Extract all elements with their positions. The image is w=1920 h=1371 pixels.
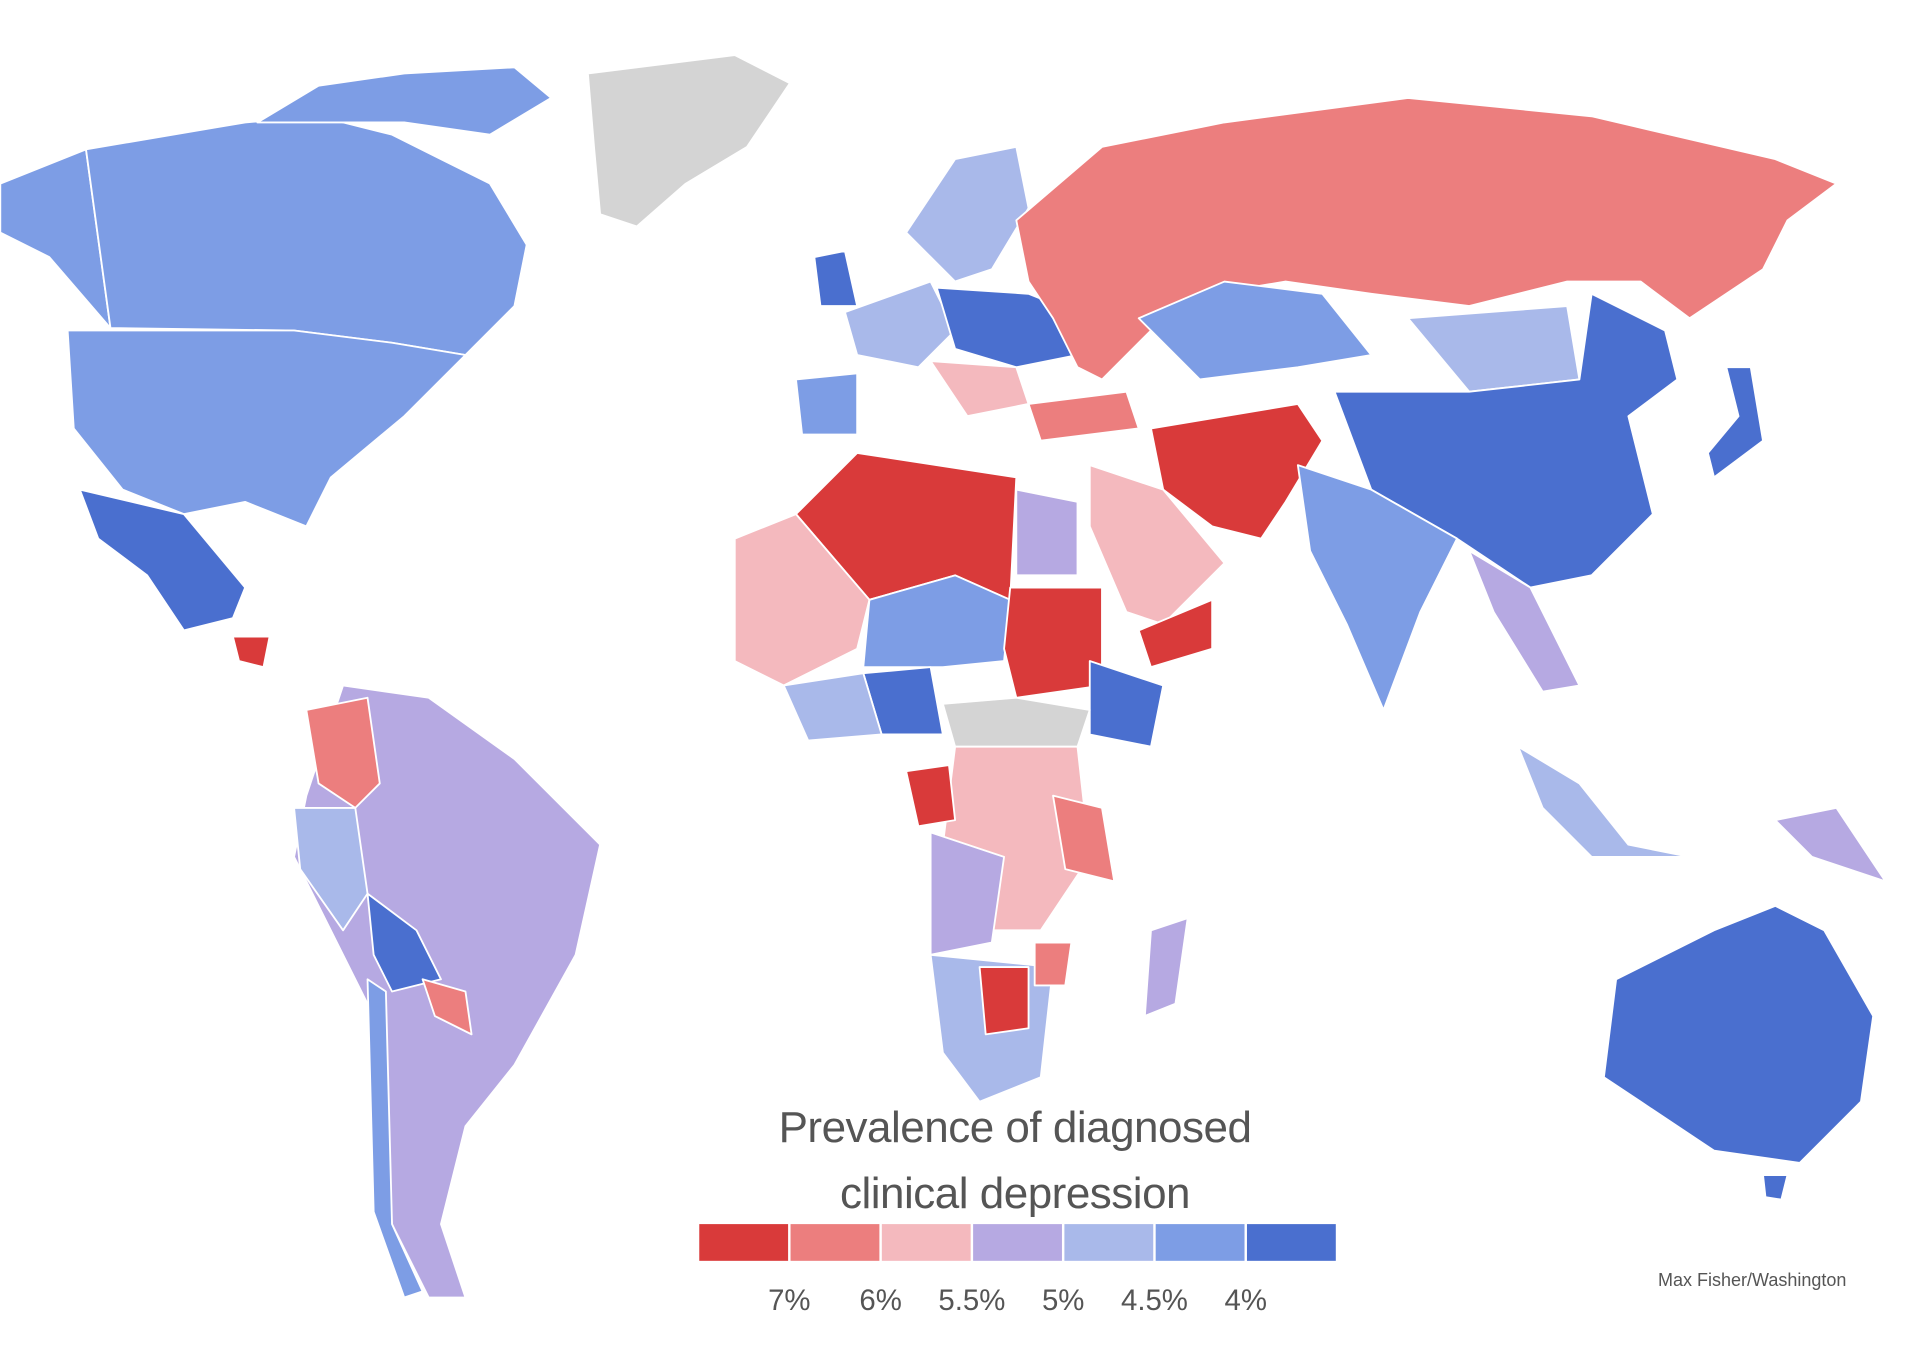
greenland xyxy=(586,54,791,228)
kazakhstan xyxy=(1137,280,1373,381)
turkey xyxy=(1027,390,1140,442)
angola xyxy=(929,831,1005,956)
legend-swatch xyxy=(1155,1224,1245,1261)
iberia xyxy=(795,372,859,436)
west-europe xyxy=(844,280,957,369)
madagascar xyxy=(1143,917,1189,1017)
russia xyxy=(1015,97,1838,381)
alaska xyxy=(0,148,112,329)
egypt xyxy=(1015,488,1079,577)
peru xyxy=(293,806,369,932)
canada xyxy=(85,115,528,356)
ethiopia xyxy=(1088,660,1165,748)
iran-afghanistan xyxy=(1150,403,1324,540)
credit: Max Fisher/Washington xyxy=(1658,1270,1847,1290)
scandinavia xyxy=(905,145,1030,283)
canada-islands xyxy=(256,66,553,136)
southeast-asia xyxy=(1468,549,1581,693)
yemen xyxy=(1137,598,1214,669)
legend-label: 4.5% xyxy=(1121,1284,1188,1317)
legend-label: 5% xyxy=(1042,1284,1084,1317)
sudan xyxy=(1003,586,1103,699)
indonesia xyxy=(1517,745,1691,858)
australia xyxy=(1602,904,1875,1164)
colombia xyxy=(305,696,381,809)
countries xyxy=(0,54,1887,1299)
legend-swatch xyxy=(973,1224,1062,1261)
legend-swatch xyxy=(1064,1224,1154,1261)
legend: 7% 6% 5.5% 5% 4.5% 4% xyxy=(699,1224,1336,1317)
legend-label: 6% xyxy=(859,1284,901,1317)
legend-swatch xyxy=(790,1224,880,1261)
tanzania xyxy=(1052,794,1116,883)
chile xyxy=(366,978,424,1299)
bolivia xyxy=(366,892,442,993)
west-africa xyxy=(733,513,871,687)
paraguay xyxy=(421,978,473,1036)
zimbabwe xyxy=(1033,941,1073,987)
south-sudan-car xyxy=(941,696,1091,748)
gabon-congo xyxy=(905,764,957,828)
central-america xyxy=(231,635,271,669)
mexico xyxy=(78,488,247,632)
mongolia xyxy=(1407,305,1581,393)
uk xyxy=(813,250,859,307)
japan xyxy=(1707,366,1764,479)
legend-label: 5.5% xyxy=(938,1284,1005,1317)
usa xyxy=(66,329,467,528)
legend-label: 4% xyxy=(1225,1284,1267,1317)
coast-west-africa xyxy=(782,672,883,742)
balkans xyxy=(929,360,1030,418)
tasmania xyxy=(1762,1174,1789,1201)
botswana xyxy=(978,966,1030,1036)
india xyxy=(1296,464,1458,711)
legend-label: 7% xyxy=(768,1284,810,1317)
niger-chad xyxy=(862,574,1012,669)
legend-swatch xyxy=(699,1224,789,1261)
new-guinea xyxy=(1774,806,1887,883)
legend-swatch xyxy=(1246,1224,1336,1261)
legend-title: Prevalence of diagnosed clinical depress… xyxy=(778,1103,1252,1218)
legend-swatch xyxy=(881,1224,971,1261)
